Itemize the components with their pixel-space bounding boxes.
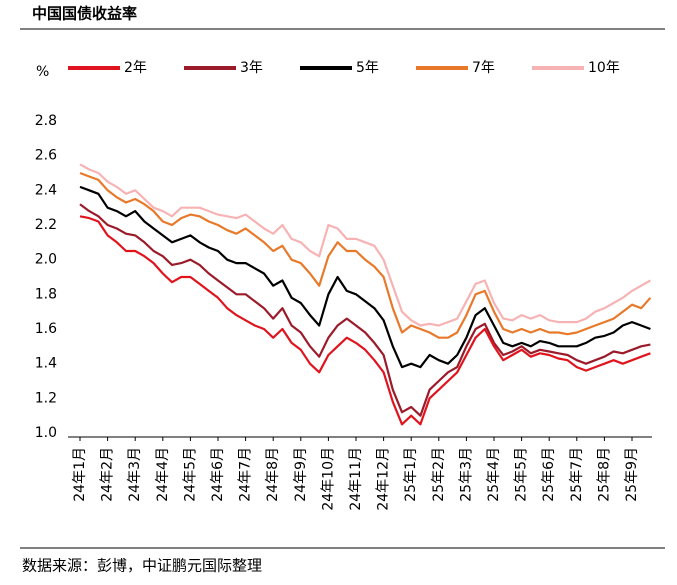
y-tick-label: 2.6 [35, 148, 57, 164]
legend-label: 10年 [588, 60, 620, 76]
x-tick-label: 25年8月 [596, 447, 612, 502]
x-tick-label: 24年5月 [182, 447, 198, 502]
source-note: 数据来源：彭博，中证鹏元国际整理 [22, 557, 262, 575]
series-line [79, 203, 651, 417]
y-tick-label: 2.2 [35, 217, 57, 233]
y-tick-label: 2.8 [35, 113, 57, 129]
x-tick-label: 24年8月 [265, 447, 281, 502]
y-tick-label: 2.4 [35, 182, 57, 198]
x-tick-label: 24年4月 [155, 447, 171, 502]
x-tick-label: 25年2月 [431, 447, 447, 502]
x-tick-label: 24年12月 [376, 447, 392, 511]
y-tick-label: 1.8 [35, 286, 57, 302]
series-line [79, 215, 651, 426]
legend-label: 7年 [472, 60, 495, 76]
x-tick-label: 24年2月 [100, 447, 116, 502]
y-tick-label: 1.2 [35, 390, 57, 406]
legend-label: 3年 [240, 60, 263, 76]
x-tick-label: 25年4月 [486, 447, 502, 502]
x-tick-label: 25年6月 [541, 447, 557, 502]
x-tick-label: 24年10月 [320, 447, 336, 511]
x-tick-label: 24年1月 [72, 447, 88, 502]
x-tick-label: 25年5月 [514, 447, 530, 502]
x-tick-label: 25年9月 [624, 447, 640, 502]
legend-label: 5年 [356, 60, 379, 76]
x-tick-label: 25年1月 [403, 447, 419, 502]
chart-title: 中国国债收益率 [32, 5, 137, 23]
x-tick-label: 24年6月 [210, 447, 226, 502]
series-line [79, 171, 652, 339]
x-tick-label: 24年3月 [127, 447, 143, 502]
series-line [79, 185, 651, 369]
legend-label: 2年 [124, 60, 147, 76]
x-tick-label: 25年7月 [569, 447, 585, 502]
y-tick-label: 2.0 [35, 252, 57, 268]
y-tick-label: 1.4 [35, 356, 57, 372]
y-axis-label: % [36, 64, 49, 80]
x-tick-label: 24年11月 [348, 447, 364, 511]
series-line [79, 163, 651, 327]
y-tick-label: 1.6 [35, 321, 57, 337]
x-tick-label: 25年3月 [458, 447, 474, 502]
x-tick-label: 24年9月 [293, 447, 309, 502]
x-tick-label: 24年7月 [238, 447, 254, 502]
y-tick-label: 1.0 [35, 425, 57, 441]
